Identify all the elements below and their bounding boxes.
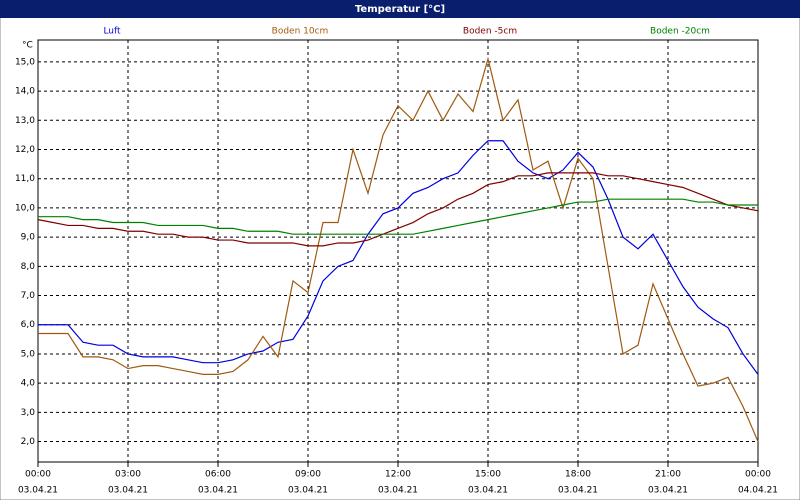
y-tick-label: 6,0 xyxy=(21,320,36,330)
series-line xyxy=(38,140,759,375)
series-line xyxy=(37,172,759,247)
x-tick-label: 18:00 xyxy=(565,470,591,480)
y-tick-label: 2,0 xyxy=(21,437,36,447)
legend-entry: Boden -20cm xyxy=(650,27,710,37)
y-tick-label: 10,0 xyxy=(15,203,35,213)
y-tick-label: 8,0 xyxy=(21,262,36,272)
chart-title: Temperatur [°C] xyxy=(355,4,445,15)
x-tick-date: 03.04.21 xyxy=(108,486,148,496)
x-tick-label: 15:00 xyxy=(475,470,501,480)
y-tick-label: 11,0 xyxy=(15,174,35,184)
x-tick-label: 00:00 xyxy=(25,470,51,480)
x-tick-label: 09:00 xyxy=(295,470,321,480)
y-tick-label: 14,0 xyxy=(15,87,35,97)
y-tick-label: 7,0 xyxy=(21,291,36,301)
title-bar xyxy=(0,0,800,18)
legend-entry: Boden -5cm xyxy=(463,27,517,37)
x-tick-date: 03.04.21 xyxy=(648,486,688,496)
y-tick-label: 12,0 xyxy=(15,145,35,155)
x-tick-date: 03.04.21 xyxy=(198,486,238,496)
x-tick-date: 04.04.21 xyxy=(738,486,778,496)
x-tick-date: 03.04.21 xyxy=(18,486,58,496)
y-tick-label: 15,0 xyxy=(15,57,35,67)
y-tick-label: 13,0 xyxy=(15,116,35,126)
y-tick-label: 9,0 xyxy=(21,233,36,243)
x-tick-date: 03.04.21 xyxy=(288,486,328,496)
series-line xyxy=(38,56,759,442)
x-tick-label: 00:00 xyxy=(745,470,771,480)
y-unit: °C xyxy=(22,41,33,51)
y-tick-label: 3,0 xyxy=(21,408,36,418)
x-tick-date: 03.04.21 xyxy=(378,486,418,496)
series-line xyxy=(38,198,758,235)
x-tick-date: 03.04.21 xyxy=(558,486,598,496)
x-tick-label: 21:00 xyxy=(655,470,681,480)
x-tick-label: 06:00 xyxy=(205,470,231,480)
x-tick-label: 12:00 xyxy=(385,470,411,480)
legend-entry: Boden 10cm xyxy=(272,27,329,37)
y-tick-label: 5,0 xyxy=(21,349,36,359)
x-tick-date: 03.04.21 xyxy=(468,486,508,496)
x-tick-label: 03:00 xyxy=(115,470,141,480)
legend-entry: Luft xyxy=(103,27,121,37)
y-tick-label: 4,0 xyxy=(21,379,36,389)
